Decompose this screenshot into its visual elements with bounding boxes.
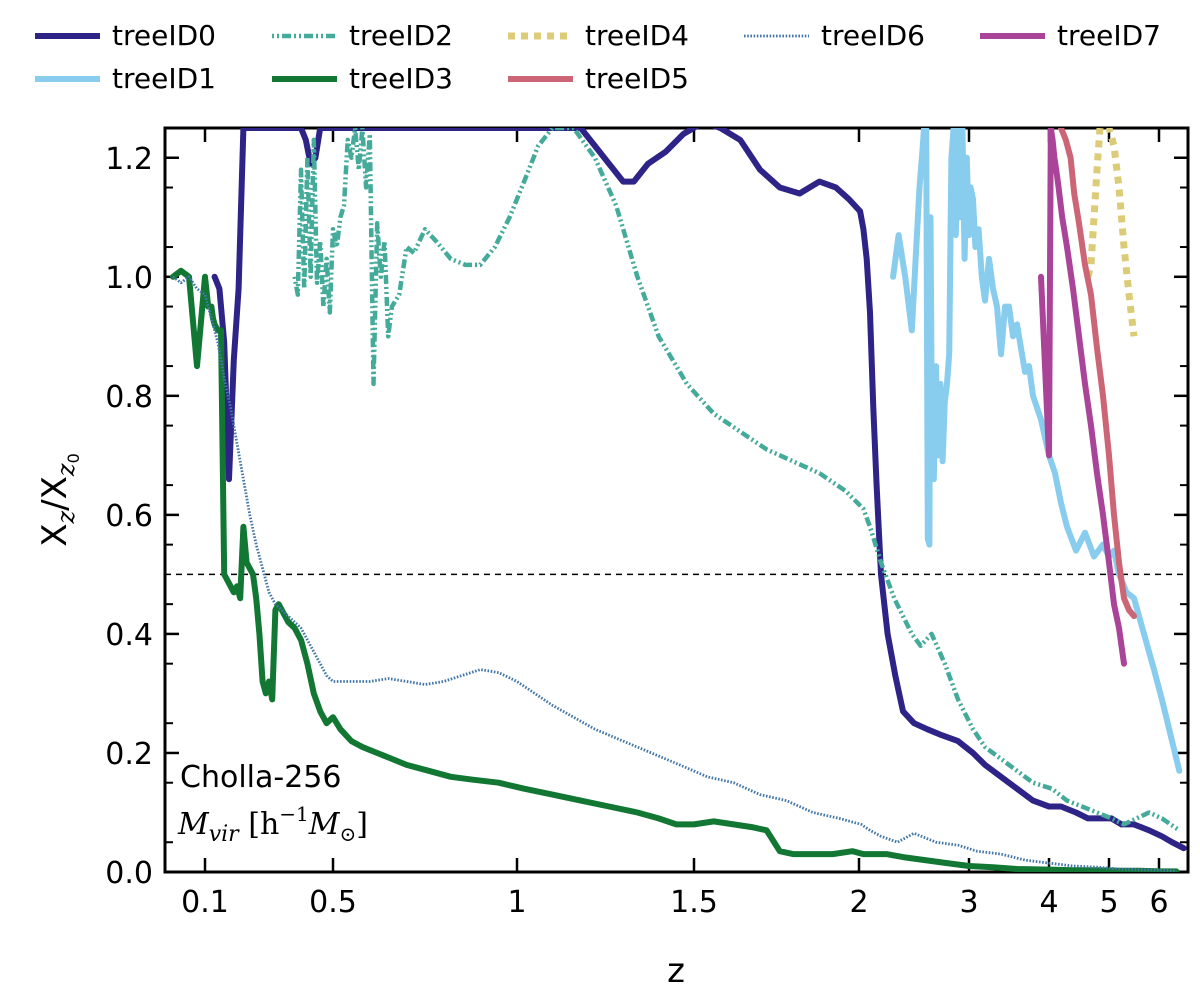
- series-layer: [170, 128, 1187, 872]
- y-tick-label: 0.0: [105, 856, 153, 891]
- x-tick-label: 2: [849, 885, 868, 920]
- legend-label-treeid6: treeID6: [821, 19, 925, 52]
- y-axis-title: Xz/Xz0: [35, 453, 83, 547]
- y-title-x: X: [35, 523, 75, 546]
- legend-label-treeid7: treeID7: [1057, 19, 1161, 52]
- annotation-simulation: Cholla-256: [180, 760, 341, 795]
- legend-label-treeid5: treeID5: [585, 62, 689, 95]
- legend-label-treeid2: treeID2: [349, 19, 453, 52]
- series-line-treeid5: [1058, 128, 1137, 620]
- series-line-treeid4: [1084, 128, 1138, 337]
- y-tick-label: 1.2: [105, 142, 153, 177]
- legend-label-treeid1: treeID1: [112, 62, 216, 95]
- series-line-treeid7: [1038, 128, 1127, 667]
- legend-label-treeid3: treeID3: [349, 62, 453, 95]
- y-title-slash: /X: [35, 476, 75, 511]
- x-tick-label: 4: [1039, 885, 1058, 920]
- x-tick-label: 0.5: [309, 885, 357, 920]
- y-title-sub1: z: [52, 510, 80, 524]
- plot-frame: [163, 126, 1190, 874]
- anno-bracket: [h: [239, 807, 280, 842]
- y-title-sub3: 0: [64, 453, 83, 463]
- anno-m: M: [177, 807, 210, 842]
- anno-m2: M: [308, 807, 341, 842]
- series-line-treeid1: [890, 128, 1183, 774]
- y-tick-label: 0.6: [105, 499, 153, 534]
- x-tick-label: 3: [959, 885, 978, 920]
- series-line-treeid3: [170, 267, 1180, 872]
- x-tick-label: 5: [1099, 885, 1118, 920]
- y-tick-label: 0.8: [105, 380, 153, 415]
- x-tick-label: 6: [1149, 885, 1168, 920]
- legend-label-treeid0: treeID0: [112, 19, 216, 52]
- x-tick-label: 1: [507, 885, 526, 920]
- y-tick-label: 1.0: [105, 261, 153, 296]
- series-line-treeid0: [211, 128, 1187, 852]
- y-title-sub2: z: [52, 463, 80, 477]
- annotation-quantity: Mvir [h−1M⊙]: [177, 802, 368, 847]
- series-line-treeid2: [292, 128, 1181, 833]
- legend-label-treeid4: treeID4: [585, 19, 689, 52]
- y-tick-label: 0.2: [105, 737, 153, 772]
- x-tick-label: 0.1: [181, 885, 229, 920]
- anno-close: ]: [356, 807, 368, 842]
- anno-sun: ⊙: [339, 822, 356, 846]
- legend: treeID0 treeID2 treeID4 treeID6 treeID7 treeI…: [35, 19, 1161, 95]
- y-axis: 0.0 0.2 0.4 0.6 0.8 1.0 1.2: [105, 142, 1188, 891]
- x-axis: 0.1 0.5 1 1.5 2 3 4 5 6: [181, 128, 1169, 920]
- anno-vir: vir: [209, 822, 240, 847]
- y-tick-label: 0.4: [105, 618, 153, 653]
- anno-sup: −1: [279, 802, 308, 826]
- x-tick-label: 1.5: [670, 885, 718, 920]
- x-axis-title: z: [667, 951, 685, 991]
